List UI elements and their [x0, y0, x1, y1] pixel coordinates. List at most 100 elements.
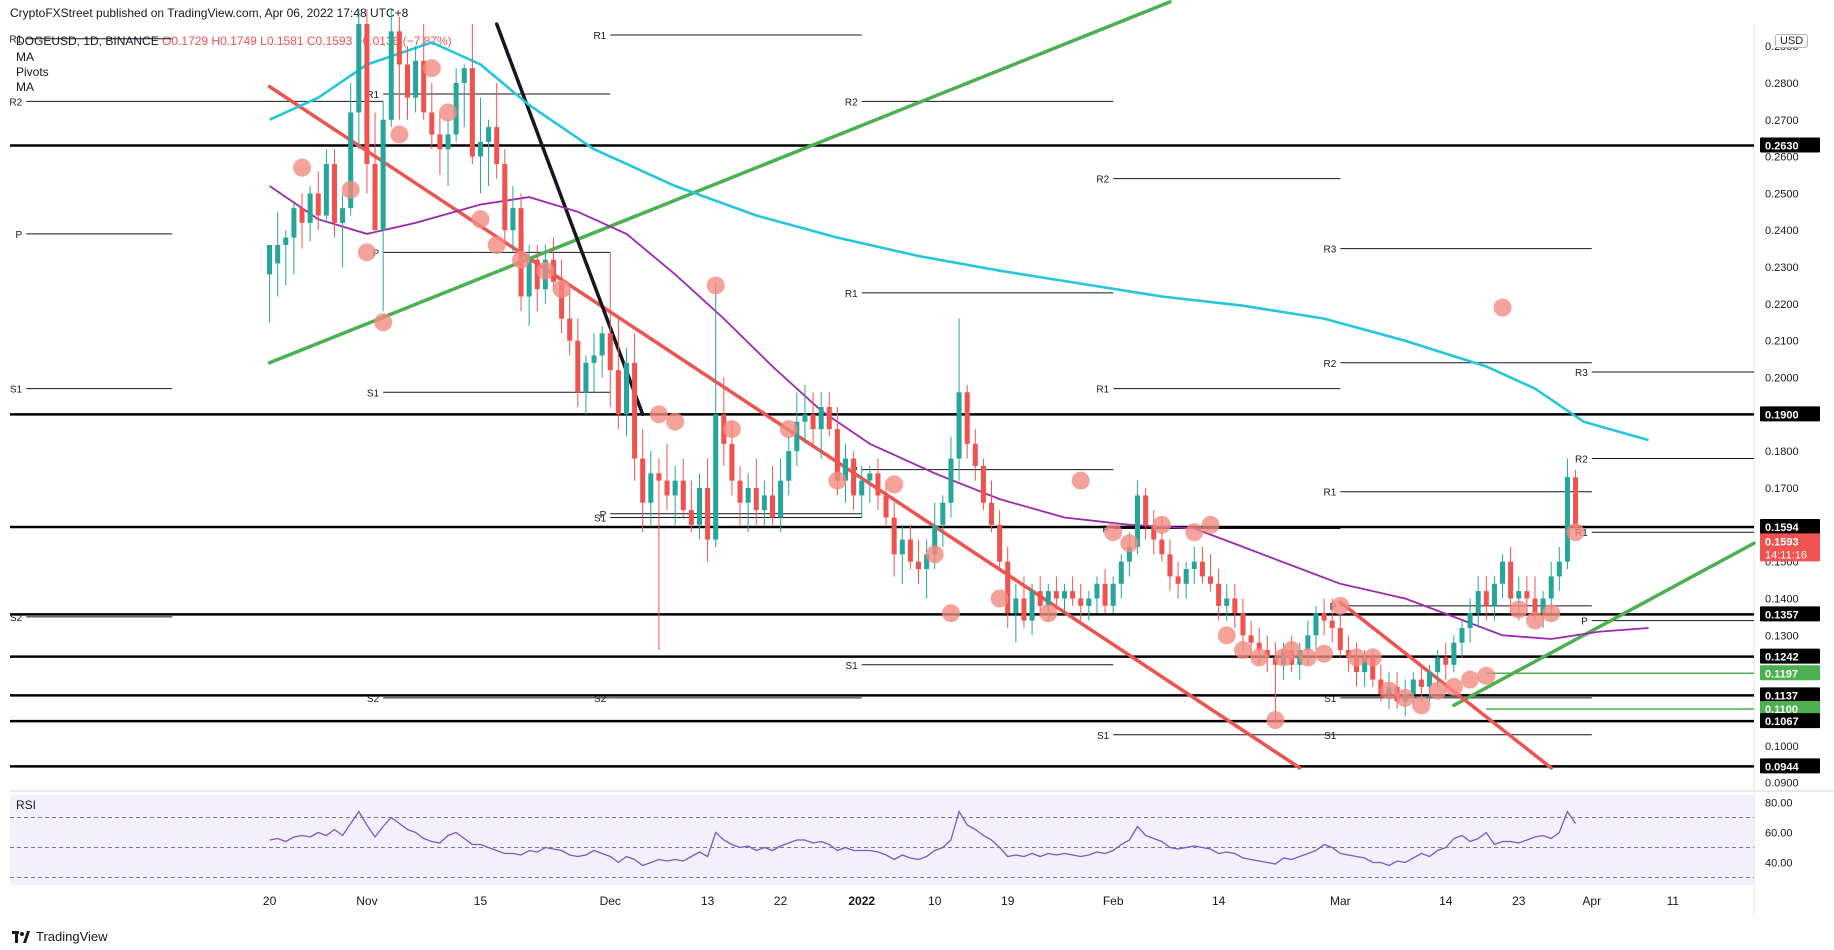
candle-body-0: [267, 244, 273, 275]
indicator-ma-2[interactable]: MA: [16, 80, 34, 94]
pivot-label-0: R1: [9, 35, 22, 46]
level-tag-label-5: 0.1242: [1765, 652, 1799, 664]
candle-body-30: [510, 208, 516, 231]
pivot-label-10: P: [600, 510, 607, 521]
highlight-marker-15: [722, 420, 741, 439]
pivot-label-16: S1: [845, 661, 858, 672]
x-tick-label-0: 20: [263, 894, 277, 908]
candle-body-68: [818, 407, 824, 430]
candle-body-156: [1532, 598, 1538, 614]
highlight-marker-39: [1363, 648, 1382, 667]
highlight-marker-25: [1120, 534, 1139, 553]
candle-body-157: [1540, 598, 1546, 614]
candle-body-40: [591, 355, 597, 363]
published-header: CryptoFXStreet published on TradingView.…: [10, 6, 409, 20]
level-tag-label-9: 0.1067: [1765, 716, 1799, 728]
candle-body-16: [396, 31, 402, 65]
y-tick-label-2: 0.2700: [1765, 115, 1799, 127]
pivot-label-5: R1: [366, 90, 379, 101]
candle-body-57: [729, 443, 735, 481]
highlight-marker-19: [925, 545, 944, 564]
candle-body-111: [1167, 554, 1173, 577]
level-tag-9: [1760, 713, 1820, 729]
candle-body-27: [486, 127, 492, 142]
candle-body-113: [1183, 569, 1189, 584]
candle-body-22: [445, 134, 451, 150]
currency-label[interactable]: USD: [1775, 34, 1809, 48]
candle-body-155: [1524, 591, 1530, 599]
y-tick-label-20: 0.0900: [1765, 778, 1799, 790]
candle-body-147: [1459, 627, 1465, 643]
highlight-marker-35: [1298, 648, 1317, 667]
ohlc-close: C0.1593: [306, 34, 353, 48]
highlight-marker-49: [1525, 611, 1544, 630]
x-tick-label-6: 2022: [848, 894, 875, 908]
indicator-ma-1[interactable]: MA: [16, 50, 34, 64]
candle-body-38: [575, 340, 581, 393]
trendline-3: [1452, 541, 1756, 708]
highlight-marker-24: [1104, 523, 1123, 542]
highlight-marker-47: [1493, 298, 1512, 317]
highlight-marker-6: [439, 103, 458, 122]
candle-body-144: [1435, 657, 1441, 673]
footer-brand: TradingView: [36, 929, 108, 944]
candle-body-96: [1045, 591, 1051, 606]
highlight-marker-17: [828, 471, 847, 490]
ohlc-low: L0.1581: [260, 34, 304, 48]
highlight-marker-46: [1477, 666, 1496, 685]
candle-body-152: [1500, 561, 1506, 584]
level-tag-label-6: 0.1197: [1765, 668, 1798, 680]
candle-body-2: [283, 237, 289, 245]
candle-body-10: [348, 112, 354, 209]
candle-body-13: [372, 163, 378, 231]
candle-body-58: [737, 480, 743, 503]
y-tick-label-3: 0.2600: [1765, 152, 1799, 164]
x-tick-label-5: 22: [774, 894, 788, 908]
highlight-marker-4: [390, 125, 409, 144]
candle-body-37: [567, 318, 573, 341]
rsi-line: [269, 809, 1577, 867]
pivot-label-11: S1: [594, 513, 607, 524]
candle-body-69: [826, 407, 832, 430]
candle-body-95: [1037, 591, 1043, 606]
rsi-label: RSI: [16, 798, 36, 812]
x-tick-label-9: Feb: [1103, 894, 1124, 908]
highlight-marker-27: [1185, 523, 1204, 542]
candle-body-14: [380, 119, 386, 231]
candle-body-46: [640, 458, 646, 503]
pivot-label-26: S1: [1324, 731, 1337, 742]
candle-body-36: [559, 281, 565, 319]
highlight-marker-20: [941, 604, 960, 623]
rsi-tick-label-0: 80.00: [1765, 798, 1793, 810]
rsi-tick-label-2: 40.00: [1765, 858, 1793, 870]
y-tick-label-8: 0.2100: [1765, 336, 1799, 348]
highlight-marker-10: [536, 261, 555, 280]
candle-body-32: [526, 259, 532, 297]
pivot-label-9: R1: [593, 31, 606, 42]
candle-body-161: [1573, 477, 1579, 528]
candle-body-143: [1427, 672, 1433, 687]
level-tag-10: [1760, 758, 1820, 774]
pivot-label-30: P: [1581, 617, 1588, 628]
highlight-marker-3: [374, 313, 393, 332]
ma-fast-line: [269, 185, 1649, 640]
candle-body-3: [291, 208, 297, 238]
candle-body-112: [1175, 576, 1181, 584]
candle-body-11: [356, 24, 362, 113]
pivot-label-1: R2: [9, 97, 22, 108]
candle-body-93: [1021, 598, 1027, 621]
candle-body-12: [364, 24, 370, 164]
indicator-pivots[interactable]: Pivots: [16, 65, 49, 79]
level-tag-4: [1760, 606, 1820, 622]
candle-body-5: [307, 193, 313, 223]
highlight-marker-37: [1331, 596, 1350, 615]
pivot-label-18: R1: [1096, 385, 1109, 396]
candle-body-81: [924, 554, 930, 570]
candle-body-131: [1329, 620, 1335, 628]
candle-body-107: [1135, 495, 1141, 547]
candle-body-158: [1548, 576, 1554, 599]
candle-body-151: [1491, 583, 1497, 606]
highlight-marker-5: [422, 59, 441, 78]
level-tag-8: [1760, 700, 1820, 716]
